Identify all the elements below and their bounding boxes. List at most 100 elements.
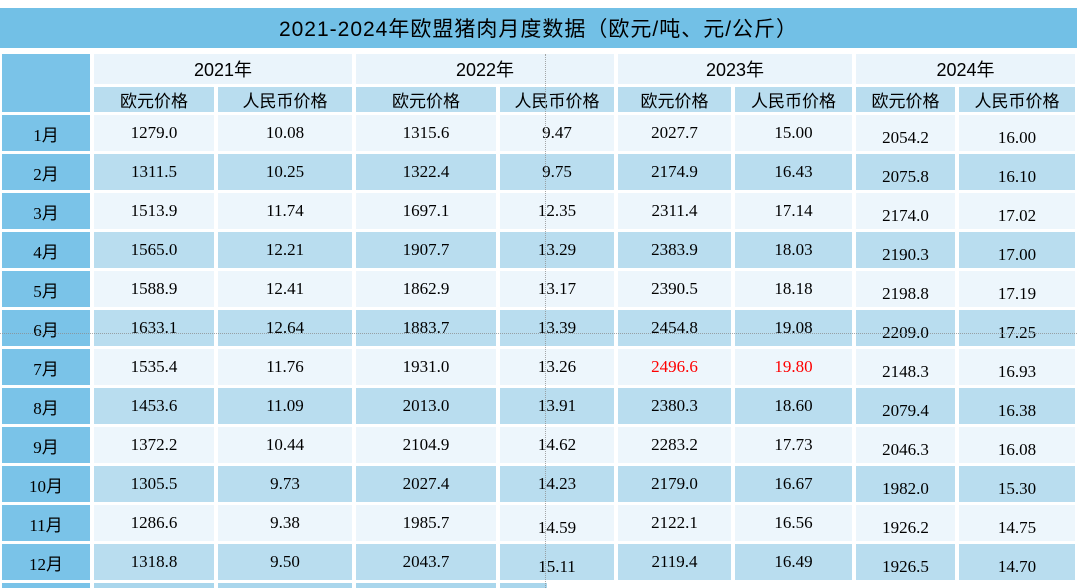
data-cell: 2174.0	[856, 193, 955, 229]
data-cell: 1883.7	[356, 310, 496, 346]
data-cell: 16.10	[959, 154, 1075, 190]
data-cell: 18.18	[735, 271, 852, 307]
data-cell: 12.21	[218, 232, 352, 268]
data-cell: 17.25	[959, 310, 1075, 346]
data-cell: 15.11	[500, 544, 614, 580]
data-cell: 1907.7	[356, 232, 496, 268]
data-cell: 2027.4	[356, 466, 496, 502]
data-cell: 2148.3	[856, 349, 955, 385]
data-cell: 9.38	[218, 505, 352, 541]
data-cell: 14.70	[959, 544, 1075, 580]
data-cell: 10.44	[218, 427, 352, 463]
partial-row-month-cell	[2, 583, 90, 588]
data-cell: 2190.3	[856, 232, 955, 268]
data-cell: 2209.0	[856, 310, 955, 346]
data-cell: 17.19	[959, 271, 1075, 307]
month-label: 2月	[2, 154, 90, 190]
data-cell: 17.02	[959, 193, 1075, 229]
col-header-2022-eur: 欧元价格	[356, 87, 496, 112]
data-cell: 16.08	[959, 427, 1075, 463]
partial-row-cell	[94, 583, 214, 588]
month-label: 8月	[2, 388, 90, 424]
data-cell: 2390.5	[618, 271, 731, 307]
data-cell: 2043.7	[356, 544, 496, 580]
data-cell: 1565.0	[94, 232, 214, 268]
year-header-2024: 2024年	[856, 54, 1075, 84]
data-cell: 16.56	[735, 505, 852, 541]
data-cell: 2104.9	[356, 427, 496, 463]
data-cell: 2174.9	[618, 154, 731, 190]
data-cell: 16.93	[959, 349, 1075, 385]
data-cell: 1588.9	[94, 271, 214, 307]
data-cell: 2383.9	[618, 232, 731, 268]
data-cell: 1697.1	[356, 193, 496, 229]
data-cell: 13.26	[500, 349, 614, 385]
data-cell: 1372.2	[94, 427, 214, 463]
data-cell: 2283.2	[618, 427, 731, 463]
data-cell: 18.03	[735, 232, 852, 268]
data-cell: 12.41	[218, 271, 352, 307]
data-cell: 14.59	[500, 505, 614, 541]
data-cell: 1862.9	[356, 271, 496, 307]
data-cell: 18.60	[735, 388, 852, 424]
data-cell: 2119.4	[618, 544, 731, 580]
table-grid: 2021年 2022年 2023年 2024年 欧元价格 人民币价格 欧元价格 …	[2, 54, 1075, 588]
page-break-vertical-line	[545, 54, 546, 588]
data-cell: 1926.2	[856, 505, 955, 541]
data-cell: 2454.8	[618, 310, 731, 346]
page-break-horizontal-line	[0, 333, 1077, 334]
data-cell: 2013.0	[356, 388, 496, 424]
data-cell: 14.75	[959, 505, 1075, 541]
data-cell: 1305.5	[94, 466, 214, 502]
data-cell: 14.23	[500, 466, 614, 502]
col-header-2021-eur: 欧元价格	[94, 87, 214, 112]
data-cell: 1926.5	[856, 544, 955, 580]
month-label: 11月	[2, 505, 90, 541]
data-cell: 14.62	[500, 427, 614, 463]
partial-row-cell	[218, 583, 352, 588]
data-cell: 10.08	[218, 115, 352, 151]
year-header-2023: 2023年	[618, 54, 852, 84]
data-cell: 1633.1	[94, 310, 214, 346]
col-header-2023-eur: 欧元价格	[618, 87, 731, 112]
data-cell: 2496.6	[618, 349, 731, 385]
col-header-2021-rmb: 人民币价格	[218, 87, 352, 112]
data-cell: 2027.7	[618, 115, 731, 151]
data-cell: 1279.0	[94, 115, 214, 151]
data-cell: 16.49	[735, 544, 852, 580]
year-header-2022: 2022年	[356, 54, 614, 84]
data-cell: 2079.4	[856, 388, 955, 424]
data-cell: 11.76	[218, 349, 352, 385]
data-cell: 16.43	[735, 154, 852, 190]
data-cell: 17.73	[735, 427, 852, 463]
data-cell: 2046.3	[856, 427, 955, 463]
data-cell: 13.39	[500, 310, 614, 346]
table-corner-cell	[2, 54, 90, 112]
data-cell: 2179.0	[618, 466, 731, 502]
data-cell: 17.14	[735, 193, 852, 229]
month-label: 3月	[2, 193, 90, 229]
data-cell: 2380.3	[618, 388, 731, 424]
data-cell: 13.29	[500, 232, 614, 268]
data-cell: 1318.8	[94, 544, 214, 580]
data-cell: 19.08	[735, 310, 852, 346]
data-cell: 13.91	[500, 388, 614, 424]
data-cell: 12.64	[218, 310, 352, 346]
data-cell: 15.30	[959, 466, 1075, 502]
data-cell: 2198.8	[856, 271, 955, 307]
data-cell: 2075.8	[856, 154, 955, 190]
col-header-2022-rmb: 人民币价格	[500, 87, 614, 112]
col-header-2023-rmb: 人民币价格	[735, 87, 852, 112]
data-cell: 9.73	[218, 466, 352, 502]
data-cell: 13.17	[500, 271, 614, 307]
data-cell: 1311.5	[94, 154, 214, 190]
data-cell: 1931.0	[356, 349, 496, 385]
bottom-right-mask	[547, 581, 1077, 588]
data-cell: 19.80	[735, 349, 852, 385]
data-cell: 2054.2	[856, 115, 955, 151]
month-label: 4月	[2, 232, 90, 268]
data-cell: 10.25	[218, 154, 352, 190]
data-cell: 1513.9	[94, 193, 214, 229]
page-title: 2021-2024年欧盟猪肉月度数据（欧元/吨、元/公斤）	[0, 8, 1077, 48]
